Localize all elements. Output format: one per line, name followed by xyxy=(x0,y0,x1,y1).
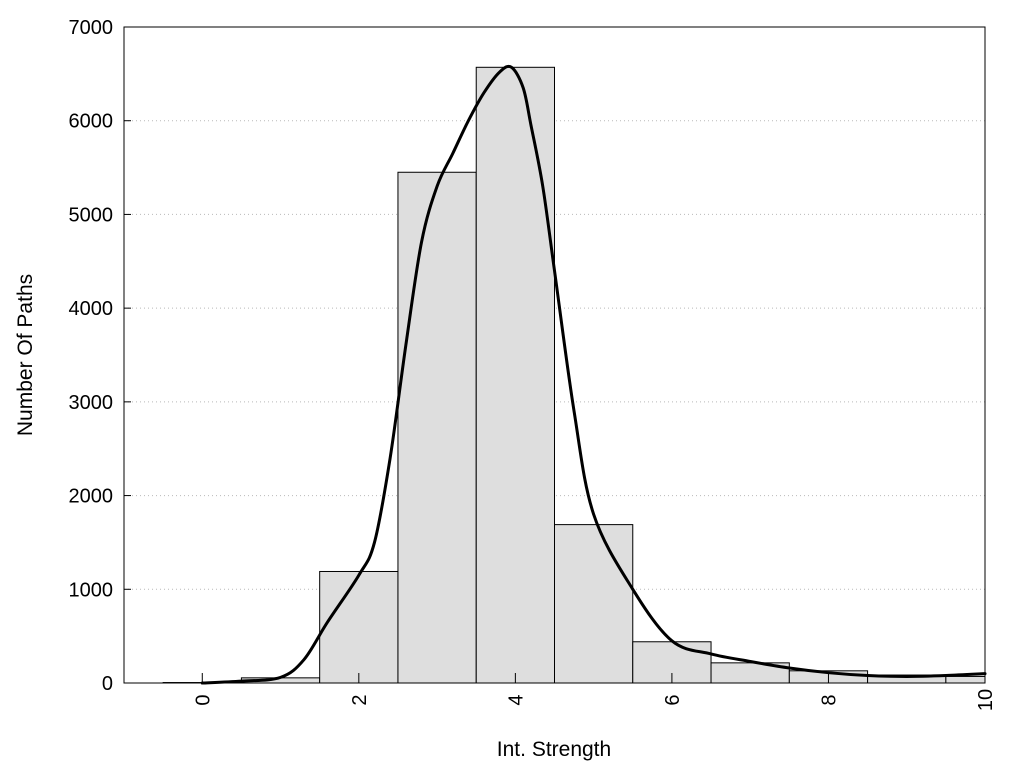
x-tick-label: 0 xyxy=(192,694,214,705)
histogram-bar xyxy=(320,571,398,683)
x-tick-label: 2 xyxy=(349,694,371,705)
y-tick-label: 7000 xyxy=(69,17,114,39)
x-tick-label: 4 xyxy=(505,694,527,705)
y-axis-label: Number Of Paths xyxy=(14,274,37,436)
y-tick-label: 2000 xyxy=(69,486,114,508)
x-tick-label: 8 xyxy=(818,694,840,705)
histogram-bars xyxy=(163,67,985,683)
y-tick-label: 3000 xyxy=(69,392,114,414)
y-tick-label: 4000 xyxy=(69,298,114,320)
y-axis-ticks: 0 1000 2000 3000 4000 5000 6000 7000 xyxy=(69,17,132,695)
y-tick-label: 1000 xyxy=(69,579,114,601)
y-tick-label: 5000 xyxy=(69,204,114,226)
y-tick-label: 6000 xyxy=(69,111,114,133)
x-tick-label: 6 xyxy=(662,694,684,705)
x-tick-label: 10 xyxy=(975,689,997,711)
y-tick-label: 0 xyxy=(102,673,113,695)
histogram-bar xyxy=(555,525,633,683)
histogram-bar xyxy=(946,676,985,683)
histogram-bar xyxy=(398,172,476,683)
histogram-bar xyxy=(476,67,554,683)
x-axis-label: Int. Strength xyxy=(497,738,611,761)
